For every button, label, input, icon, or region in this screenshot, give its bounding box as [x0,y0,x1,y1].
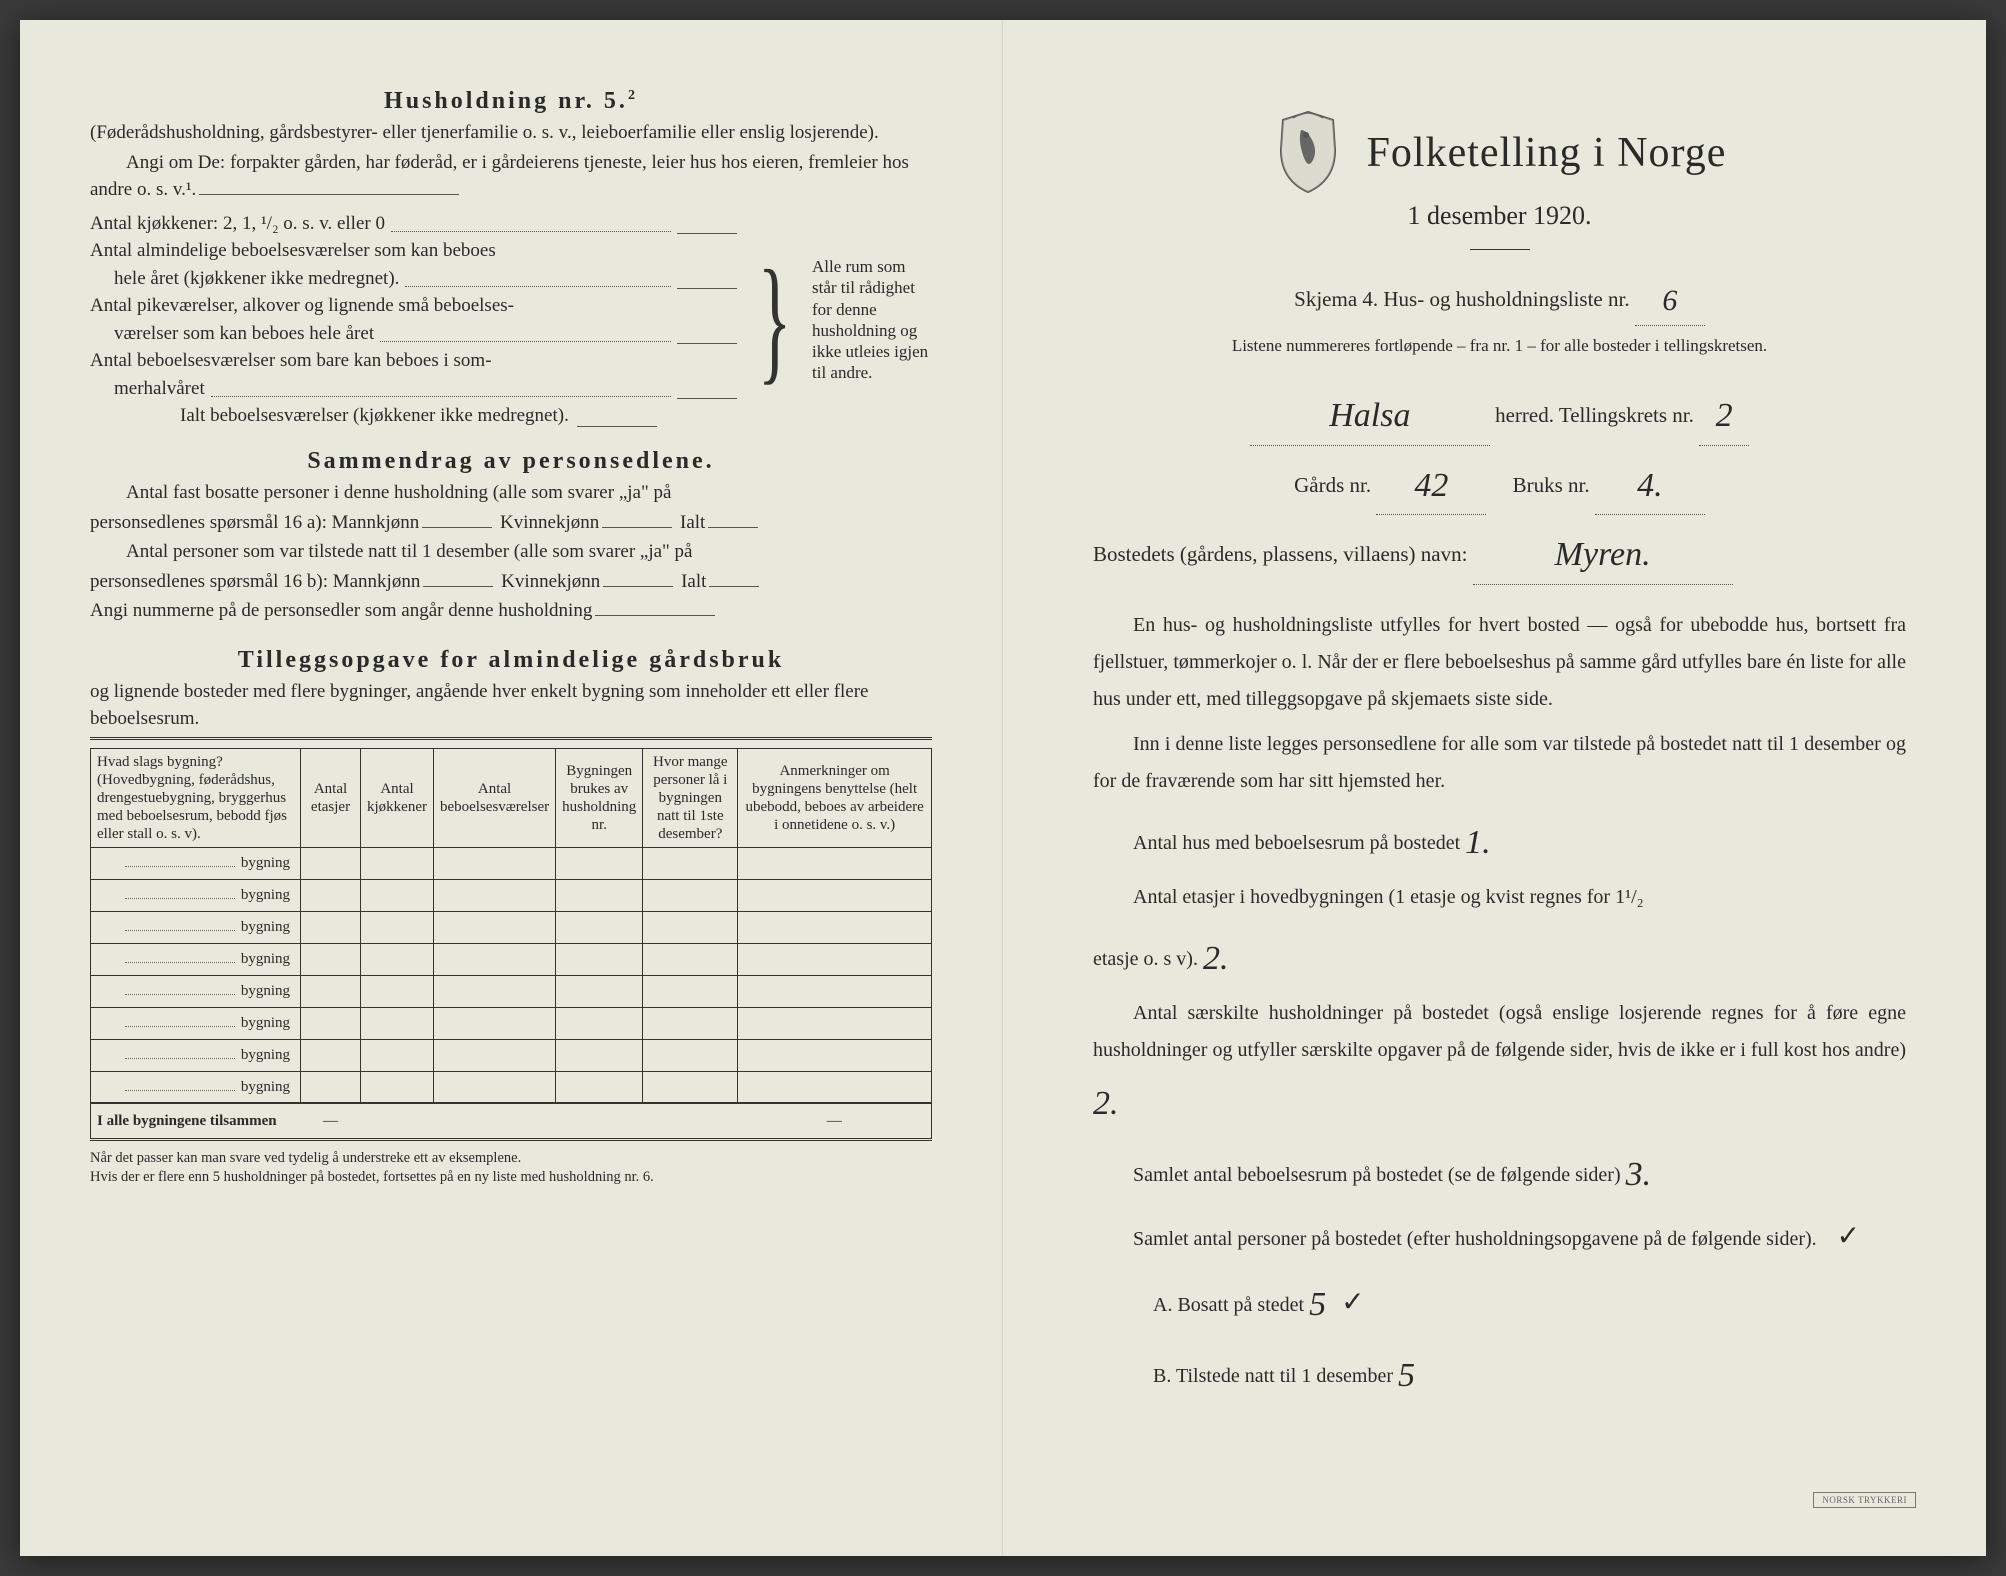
col-persons: Hvor mange personer lå i bygningen natt … [643,748,738,847]
table-row: bygning [91,1039,932,1071]
gards-line: Gårds nr. 42 Bruks nr. 4. [1093,450,1906,516]
room-count-block: Antal kjøkkener: 2, 1, ¹/₂ o. s. v. elle… [90,210,932,430]
table-total-row: I alle bygningene tilsammen—— [91,1103,932,1139]
subtitle: 1 desember 1920. [1093,201,1906,231]
main-title: Folketelling i Norge [1367,129,1727,177]
table-row: bygning [91,911,932,943]
summary-heading: Sammendrag av personsedlene. [90,448,932,475]
tillegg-heading: Tilleggsopgave for almindelige gårdsbruk [90,647,932,674]
samlet-bebo-line: Samlet antal beboelsesrum på bostedet (s… [1093,1140,1906,1203]
printer-stamp: NORSK TRYKKERI [1813,1492,1916,1508]
paragraph-2: Inn i denne liste legges personsedlene f… [1093,726,1906,800]
samlet-pers-line: Samlet antal personer på bostedet (efter… [1093,1211,1906,1263]
col-kitchens: Antal kjøkkener [361,748,434,847]
document-spread: Husholdning nr. 5.2 (Føderådshusholdning… [20,20,1986,1556]
checkmark-icon: ✓ [1837,1221,1860,1252]
bosted-line: Bostedets (gårdens, plassens, villaens) … [1093,519,1906,585]
antal-hushold-line: Antal særskilte husholdninger på bostede… [1093,995,1906,1132]
table-row: bygning [91,879,932,911]
summary-line-1: Antal fast bosatte personer i denne hush… [90,479,932,507]
coat-of-arms-icon [1273,110,1343,195]
table-row: bygning [91,1007,932,1039]
table-row: bygning [91,1071,932,1103]
h5-desc-2: Angi om De: forpakter gården, har føderå… [90,149,932,204]
checkmark-icon: ✓ [1341,1287,1364,1318]
building-table: Hvad slags bygning? (Hovedbygning, føder… [90,748,932,1141]
table-row: bygning [91,943,932,975]
brace-icon: } [756,264,794,376]
page-left: Husholdning nr. 5.2 (Føderådshusholdning… [20,20,1003,1556]
col-household-nr: Bygningen brukes av husholdning nr. [556,748,643,847]
col-notes: Anmerkninger om bygningens benyttelse (h… [738,748,932,847]
line-B: B. Tilstede natt til 1 desember 5 [1093,1341,1906,1404]
summary-line-1b: personsedlenes spørsmål 16 a): Mannkjønn… [90,509,932,537]
page-right: Folketelling i Norge 1 desember 1920. Sk… [1003,20,1986,1556]
summary-line-2: Antal personer som var tilstede natt til… [90,538,932,566]
table-row: bygning [91,975,932,1007]
summary-line-3: Angi nummerne på de personsedler som ang… [90,597,932,625]
listene-line: Listene nummereres fortløpende – fra nr.… [1093,330,1906,362]
paragraph-1: En hus- og husholdningsliste utfylles fo… [1093,607,1906,718]
footnote: Når det passer kan man svare ved tydelig… [90,1149,932,1187]
antal-hus-line: Antal hus med beboelsesrum på bostedet 1… [1093,808,1906,871]
household-5-heading: Husholdning nr. 5.2 [90,88,932,115]
antal-etasjer-line: Antal etasjer i hovedbygningen (1 etasje… [1093,879,1906,916]
title-row: Folketelling i Norge [1093,110,1906,195]
col-rooms: Antal beboelsesværelser [433,748,555,847]
brace-note: Alle rum som står til rådighet for denne… [812,256,932,384]
antal-etasjer-line-b: etasje o. s v). 2. [1093,924,1906,987]
col-floors: Antal etasjer [301,748,361,847]
summary-line-2b: personsedlenes spørsmål 16 b): Mannkjønn… [90,568,932,596]
col-what-building: Hvad slags bygning? (Hovedbygning, føder… [91,748,301,847]
table-row: bygning [91,847,932,879]
line-A: A. Bosatt på stedet 5 ✓ [1093,1270,1906,1333]
tillegg-sub: og lignende bosteder med flere bygninger… [90,678,932,733]
herred-line: Halsa herred. Tellingskrets nr. 2 [1093,380,1906,446]
h5-desc-1: (Føderådshusholdning, gårdsbestyrer- ell… [90,119,932,147]
table-header-row: Hvad slags bygning? (Hovedbygning, føder… [91,748,932,847]
skjema-line: Skjema 4. Hus- og husholdningsliste nr. … [1093,268,1906,326]
